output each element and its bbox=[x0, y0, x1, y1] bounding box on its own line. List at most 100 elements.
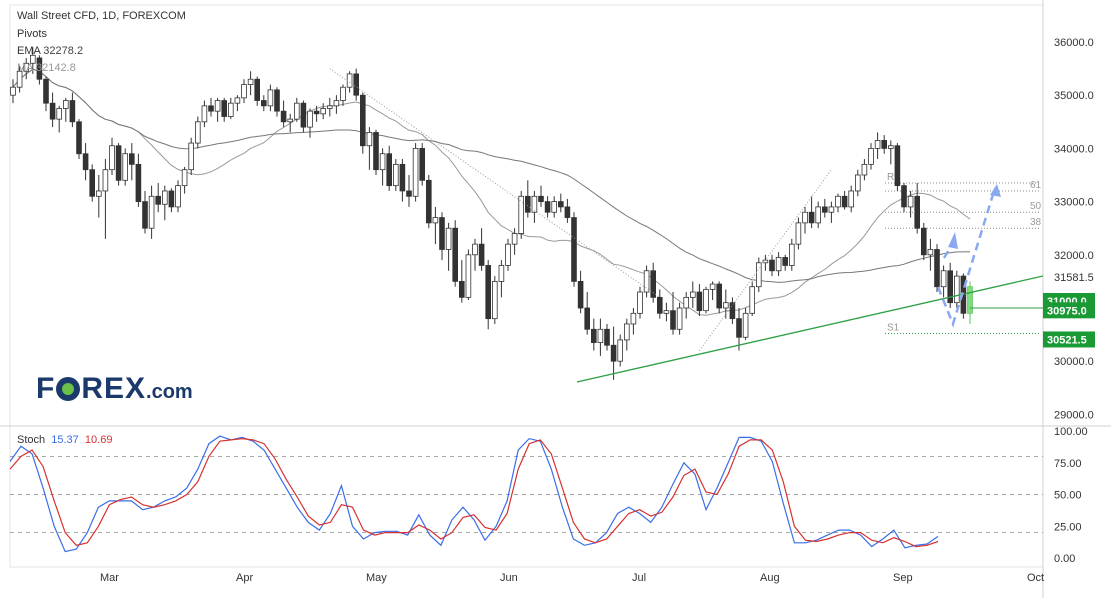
candle-body bbox=[109, 145, 115, 171]
candle-body bbox=[888, 145, 894, 149]
price-label: 30521.5 bbox=[1047, 334, 1087, 346]
candle-body bbox=[657, 296, 663, 314]
candle-body bbox=[155, 195, 162, 205]
candle-body bbox=[874, 140, 881, 149]
pivot-label: 50 bbox=[1030, 201, 1042, 212]
candle-body bbox=[815, 206, 821, 224]
candle-body bbox=[577, 280, 584, 309]
candle-body bbox=[907, 195, 914, 208]
candle-body bbox=[703, 288, 709, 312]
candle-body bbox=[947, 270, 953, 304]
candle-body bbox=[511, 233, 518, 245]
candle-body bbox=[221, 100, 228, 117]
price-label-bg bbox=[1043, 331, 1095, 348]
candle-body bbox=[630, 312, 637, 325]
candle-body bbox=[491, 280, 498, 320]
ma-value: 32142.8 bbox=[35, 62, 76, 74]
candle-body bbox=[485, 265, 491, 320]
candle-body bbox=[16, 70, 23, 88]
candle-body bbox=[373, 132, 379, 171]
candle-body bbox=[412, 147, 419, 197]
candle-body bbox=[518, 195, 524, 234]
candle-body bbox=[227, 102, 234, 117]
candle-body bbox=[551, 201, 557, 213]
candle-body bbox=[63, 100, 69, 109]
candle-body bbox=[531, 195, 538, 213]
candle-body bbox=[379, 153, 386, 171]
candle-body bbox=[591, 328, 597, 343]
candle-body bbox=[822, 206, 828, 213]
stoch-legend: Stoch 15.37 10.69 bbox=[17, 434, 112, 446]
candle-body bbox=[749, 286, 755, 314]
candle-body bbox=[650, 270, 656, 298]
month-tick-label: Jul bbox=[632, 572, 646, 584]
candle-body bbox=[340, 86, 346, 101]
logo-text-suffix: .com bbox=[146, 381, 193, 403]
ma-legend: MA 32142.8 bbox=[17, 62, 76, 74]
candle-body bbox=[89, 169, 96, 197]
candle-body bbox=[604, 328, 610, 346]
candle-body bbox=[769, 259, 775, 272]
stoch-tick-label: 0.00 bbox=[1054, 553, 1075, 565]
candle-body bbox=[914, 195, 920, 229]
candle-body bbox=[260, 100, 267, 107]
candle-body bbox=[452, 227, 458, 282]
candle-body bbox=[716, 283, 722, 309]
candle-body bbox=[637, 291, 643, 314]
moving-average-line bbox=[12, 68, 971, 316]
candle-body bbox=[525, 195, 531, 213]
price-tick-label: 29000.0 bbox=[1054, 409, 1094, 421]
support-trendline bbox=[576, 275, 1044, 383]
candle-body bbox=[392, 163, 399, 187]
candle-body bbox=[293, 102, 300, 120]
candle-body bbox=[142, 201, 148, 229]
candle-body bbox=[313, 110, 320, 115]
stoch-tick-label: 50.00 bbox=[1054, 490, 1082, 502]
candle-body bbox=[267, 89, 274, 107]
month-tick-label: Aug bbox=[760, 572, 780, 584]
candle-body bbox=[967, 286, 973, 314]
candle-body bbox=[795, 222, 802, 245]
candle-body bbox=[23, 62, 29, 72]
month-tick-label: Oct bbox=[1027, 572, 1044, 584]
candle-body bbox=[921, 227, 927, 256]
dotted-trendline bbox=[698, 169, 832, 351]
arrow-head bbox=[948, 232, 958, 249]
candle-body bbox=[181, 169, 188, 187]
candle-body bbox=[76, 121, 82, 155]
candle-body bbox=[472, 243, 478, 256]
price-label-bg bbox=[1043, 302, 1095, 319]
candle-body bbox=[610, 344, 617, 362]
pivot-label: S1 bbox=[887, 322, 900, 333]
candle-body bbox=[366, 132, 373, 147]
candle-body bbox=[359, 94, 366, 147]
candle-body bbox=[241, 84, 247, 99]
price-tick-label: 33000.0 bbox=[1054, 197, 1094, 209]
candle-body bbox=[742, 312, 749, 338]
candle-body bbox=[848, 190, 854, 208]
candle-body bbox=[326, 105, 333, 109]
logo-o-icon bbox=[56, 377, 81, 401]
candle-body bbox=[478, 243, 485, 266]
candle-body bbox=[439, 217, 445, 250]
candle-body bbox=[128, 153, 135, 165]
candle-body bbox=[69, 100, 76, 123]
logo-text-rex: REX bbox=[81, 372, 147, 405]
candle-body bbox=[802, 211, 808, 224]
candle-body bbox=[696, 291, 703, 312]
pivot-label: 61 bbox=[1030, 180, 1042, 191]
stoch-line bbox=[9, 435, 939, 553]
candle-body bbox=[571, 217, 577, 282]
candle-body bbox=[247, 78, 254, 85]
stoch-k-value: 15.37 bbox=[51, 434, 79, 446]
price-label: 31581.5 bbox=[1054, 272, 1094, 284]
candle-body bbox=[425, 179, 432, 224]
ema-legend: EMA 32278.2 bbox=[17, 45, 83, 57]
candles bbox=[10, 47, 973, 380]
candle-body bbox=[498, 265, 505, 282]
candle-body bbox=[643, 270, 650, 293]
candle-body bbox=[214, 100, 221, 112]
candle-body bbox=[538, 195, 544, 202]
